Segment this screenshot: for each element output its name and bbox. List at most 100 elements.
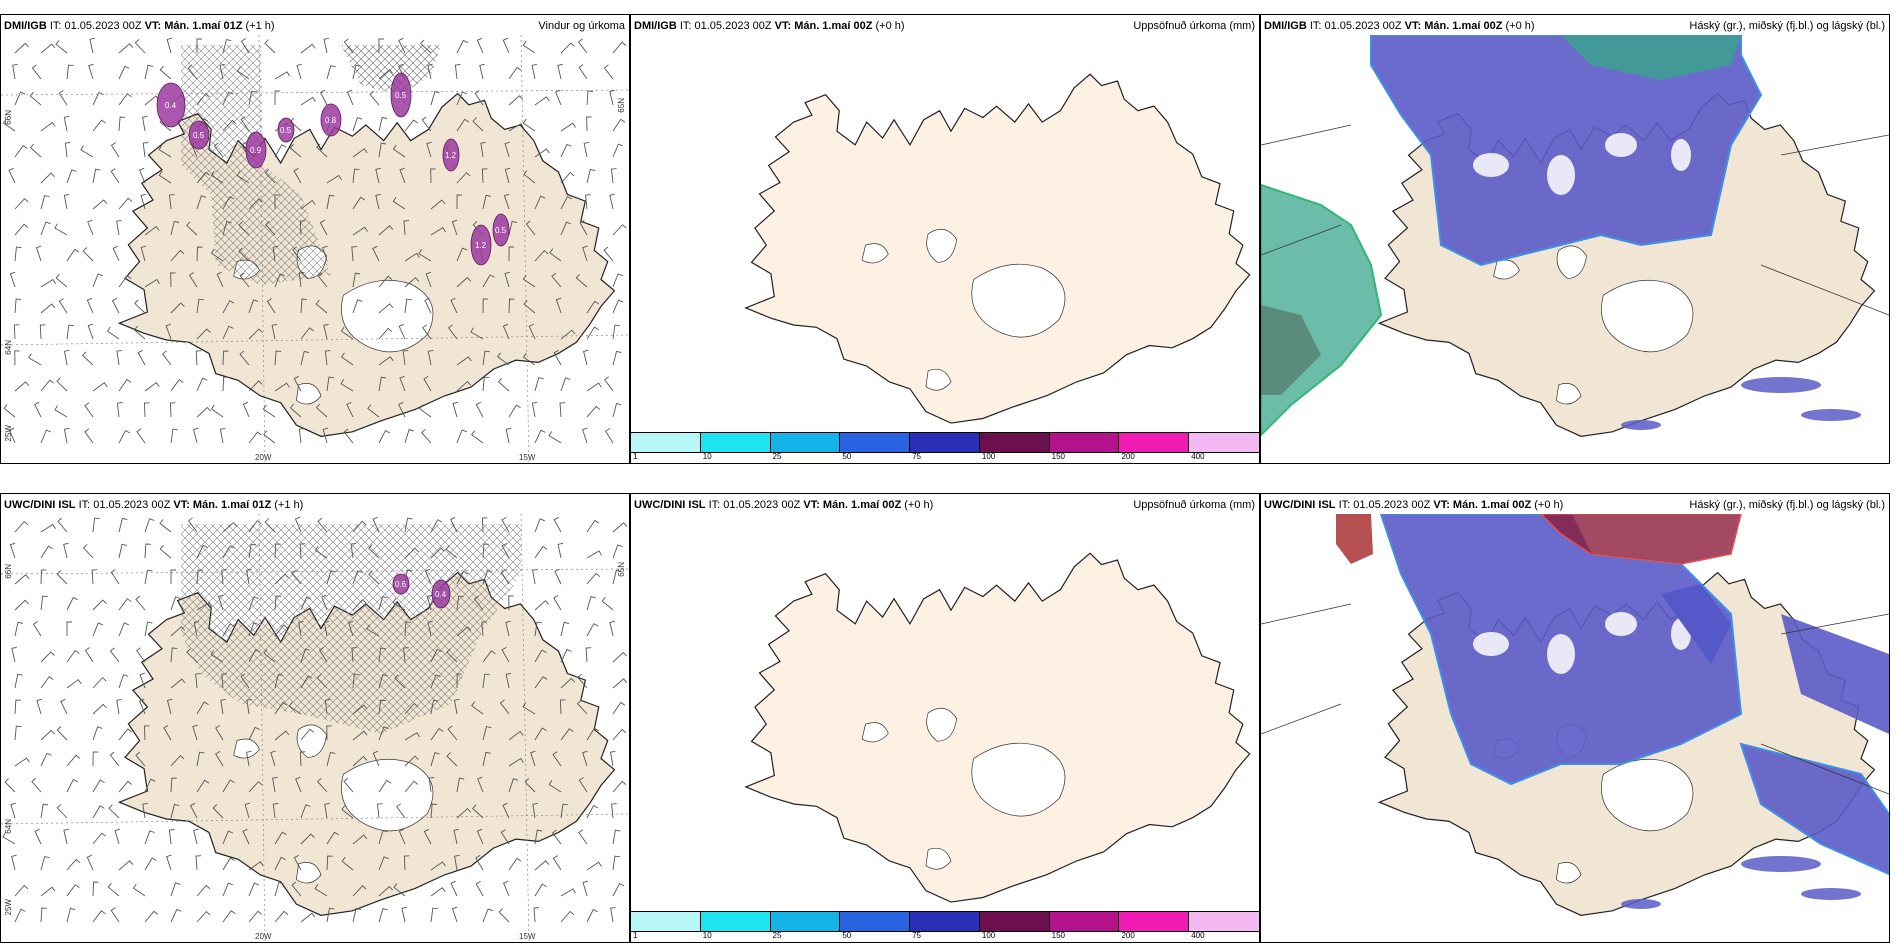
accum-precip-map [631,514,1259,922]
wind-barb [456,194,463,210]
wind-barb [508,404,521,418]
wind-barb [144,910,159,923]
wind-barb [609,750,616,767]
wind-barb [368,544,380,559]
wind-barb [522,40,536,54]
wind-barb [611,803,617,819]
wind-barb [586,908,599,923]
wind-barb [456,673,463,689]
wind-barb [575,273,588,288]
wind-barb [222,325,234,340]
wind-barb [560,677,576,689]
wind-barb [14,91,26,106]
wind-barb [169,194,175,210]
wind-barb [532,568,538,585]
wind-barb [14,725,22,741]
wind-barb [326,376,334,392]
wind-barb [274,881,284,897]
glacier [295,862,322,884]
wind-barb [64,142,71,158]
wind-barb [294,516,302,533]
wind-barb [118,780,133,793]
wind-barb [170,378,184,392]
wind-barb [482,650,496,663]
wind-barb [9,542,16,559]
wind-barb [531,401,538,418]
wind-barb [92,91,104,106]
colorbar [631,911,1259,932]
wind-barb [40,676,54,689]
wind-barb [427,349,434,366]
wind-barb [392,598,406,611]
wind-barb [196,298,204,314]
wind-barb [118,674,129,689]
wind-barb [274,856,286,871]
wind-barb [118,598,132,611]
wind-barb [378,356,394,366]
wind-barb [404,517,413,533]
wind-barb [210,404,224,418]
wind-barb [300,833,315,845]
colorbar-swatch [910,912,980,931]
colorbar-swatch [1189,433,1259,452]
wind-barb [352,299,363,314]
wind-barb [319,219,328,236]
wind-barb [236,171,250,184]
wind-barb [14,246,22,262]
wind-barb [475,881,484,897]
colorbar-swatch [1119,433,1190,452]
wind-barb [430,91,440,106]
wind-barb [612,118,626,132]
wind-barb [55,40,68,54]
wind-barb [118,43,134,54]
wind-barb [248,299,259,314]
wind-barb [579,219,588,236]
panel-wind-dmi: DMI/IGB IT: 01.05.2023 00Z VT: Mán. 1.ma… [0,14,630,464]
wind-barb [586,326,599,340]
glacier [296,724,327,758]
wind-barb [604,428,614,444]
wind-barb [530,750,536,767]
wind-barb [63,115,70,132]
wind-barb [522,118,536,132]
wind-barb [392,144,406,158]
wind-barb [14,198,29,210]
wind-barb [314,884,328,897]
wind-barb [497,377,510,392]
wind-barb [552,855,562,871]
wind-barb [583,349,589,366]
wind-barb [534,545,548,559]
wind-barb [586,116,592,132]
wind-barb [212,804,224,819]
wind-barb [84,647,94,663]
wind-barb [612,143,624,158]
wind-barb [522,274,536,288]
wind-barb [54,223,68,236]
wind-barb [560,377,571,392]
wind-barb [482,751,491,767]
high-cloud-area [1781,614,1889,734]
wind-barb [170,249,185,262]
wind-barb [118,93,132,106]
wind-barb [271,323,278,340]
wind-barb [170,625,186,637]
wind-barb [140,245,147,262]
wind-barb [248,198,263,210]
wind-barb [222,119,237,132]
wind-barb [479,63,485,80]
wind-barb [87,219,94,236]
wind-barb [352,196,366,210]
graticule [1,35,629,463]
wind-barb [508,95,524,106]
wind-barb [482,376,490,392]
colorbar-tick-label: 1 [633,931,638,940]
wind-barb [505,427,512,444]
wind-barb [34,828,42,845]
wind-barb [346,89,354,106]
lat-label-64n: 64N [4,819,13,834]
wind-barb [196,171,210,184]
wind-barb [430,861,446,871]
wind-barb [166,37,173,54]
wind-barb [426,141,432,158]
wind-barb [322,245,328,262]
